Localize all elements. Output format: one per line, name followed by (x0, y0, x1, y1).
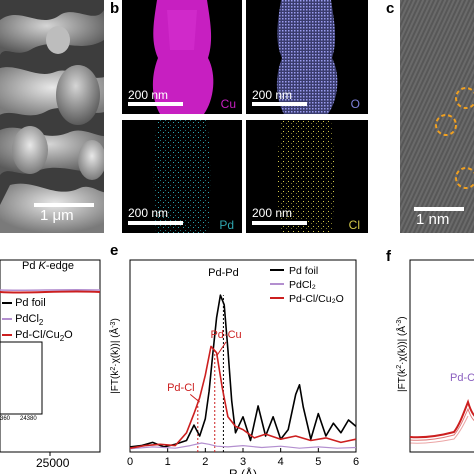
atom-highlight-circle (435, 114, 457, 136)
scale-label: 200 nm (128, 206, 169, 220)
panel-d-xanes: Pd K-edge Pd foil PdCl2 Pd-Cl/Cu2O 360 2… (0, 242, 104, 474)
scale-bar (128, 221, 183, 225)
panel-label-e: e (110, 242, 119, 259)
scale-label: 1 nm (416, 211, 450, 228)
atom-highlight-circle (455, 167, 474, 189)
legend-entry-pd-foil: Pd foil (2, 297, 46, 309)
legend-label-2: Pd-Cl/Cu₂O (289, 293, 344, 305)
exafs-chart: 0 1 2 3 4 5 6 R (Å) |FT(k2·χ(k))| (Å-3) Pd-Pd Pd-C… (108, 259, 359, 474)
inset-tick-label: 24380 (20, 416, 37, 422)
panel-f-chart: |FT(k2·χ(k))| (Å-3) Pd-C (394, 242, 474, 474)
annotation-label-2: Pd-Cl (167, 382, 195, 394)
x-tick-label: 2 (202, 456, 208, 468)
x-tick-label: 6 (353, 456, 359, 468)
edge-label: Pd K-edge (22, 260, 74, 272)
x-axis-label: R (Å) (229, 466, 257, 474)
legend-entry-pdcl2: PdCl2 (2, 313, 43, 327)
y-axis-label: |FT(k2·χ(k))| (Å-3) (395, 316, 409, 392)
series-line-2 (129, 345, 357, 449)
scale-label: 200 nm (128, 88, 169, 102)
panel-e-exafs-chart: 0 1 2 3 4 5 6 R (Å) |FT(k2·χ(k))| (Å-3) Pd-Pd Pd-C… (104, 242, 394, 474)
x-tick-label: 5 (315, 456, 321, 468)
panel-label-f: f (386, 248, 391, 265)
annotation-label-1: Pd-Cu (210, 329, 241, 341)
annotation-label-0: Pd-Pd (208, 267, 239, 279)
atom-highlight-circle (455, 87, 474, 109)
element-label-o: O (350, 97, 360, 111)
scale-bar (34, 203, 94, 207)
x-tick-label: 4 (278, 456, 284, 468)
series-line-1 (129, 442, 357, 450)
eds-map-o: 200 nm O (246, 0, 368, 114)
eds-map-cl: 200 nm Cl (246, 120, 368, 233)
inset-tick-label: 360 (0, 416, 11, 422)
x-tick-label: 0 (127, 456, 133, 468)
panel-c-hrtem: 1 nm (400, 0, 474, 233)
sem-image (0, 0, 104, 233)
x-tick-label: 25000 (36, 456, 70, 470)
legend-label-0: Pd foil (289, 265, 318, 277)
legend-entry-pd-cl-cu2o: Pd-Cl/Cu2O (2, 329, 73, 343)
annotation-pd-c: Pd-C (450, 372, 474, 384)
y-axis-label: |FT(k2·χ(k))| (Å-3) (108, 318, 121, 394)
scale-bar (252, 221, 307, 225)
x-tick-label: 1 (165, 456, 171, 468)
element-label-cl: Cl (348, 218, 360, 232)
eds-map-cu: 200 nm Cu (122, 0, 242, 114)
scale-bar (252, 102, 307, 106)
element-label-pd: Pd (219, 218, 234, 232)
scale-bar (414, 207, 464, 211)
panel-a-sem: 1 μm (0, 0, 104, 233)
eds-map-pd: 200 nm Pd (122, 120, 242, 233)
element-label-cu: Cu (220, 97, 236, 111)
scale-label: 200 nm (252, 88, 293, 102)
scale-bar (128, 102, 183, 106)
panel-label-c: c (386, 0, 395, 17)
inset-box (0, 341, 43, 415)
series-line-0 (129, 294, 357, 448)
x-tick-label: 3 (240, 456, 246, 468)
scale-label: 1 μm (40, 207, 74, 224)
annotation-arrow-pd-cu (216, 341, 227, 357)
legend-label-1: PdCl₂ (289, 279, 316, 291)
annotation-arrow-pd-cl (189, 394, 200, 403)
scale-label: 200 nm (252, 206, 293, 220)
panel-label-b: b (110, 0, 120, 17)
